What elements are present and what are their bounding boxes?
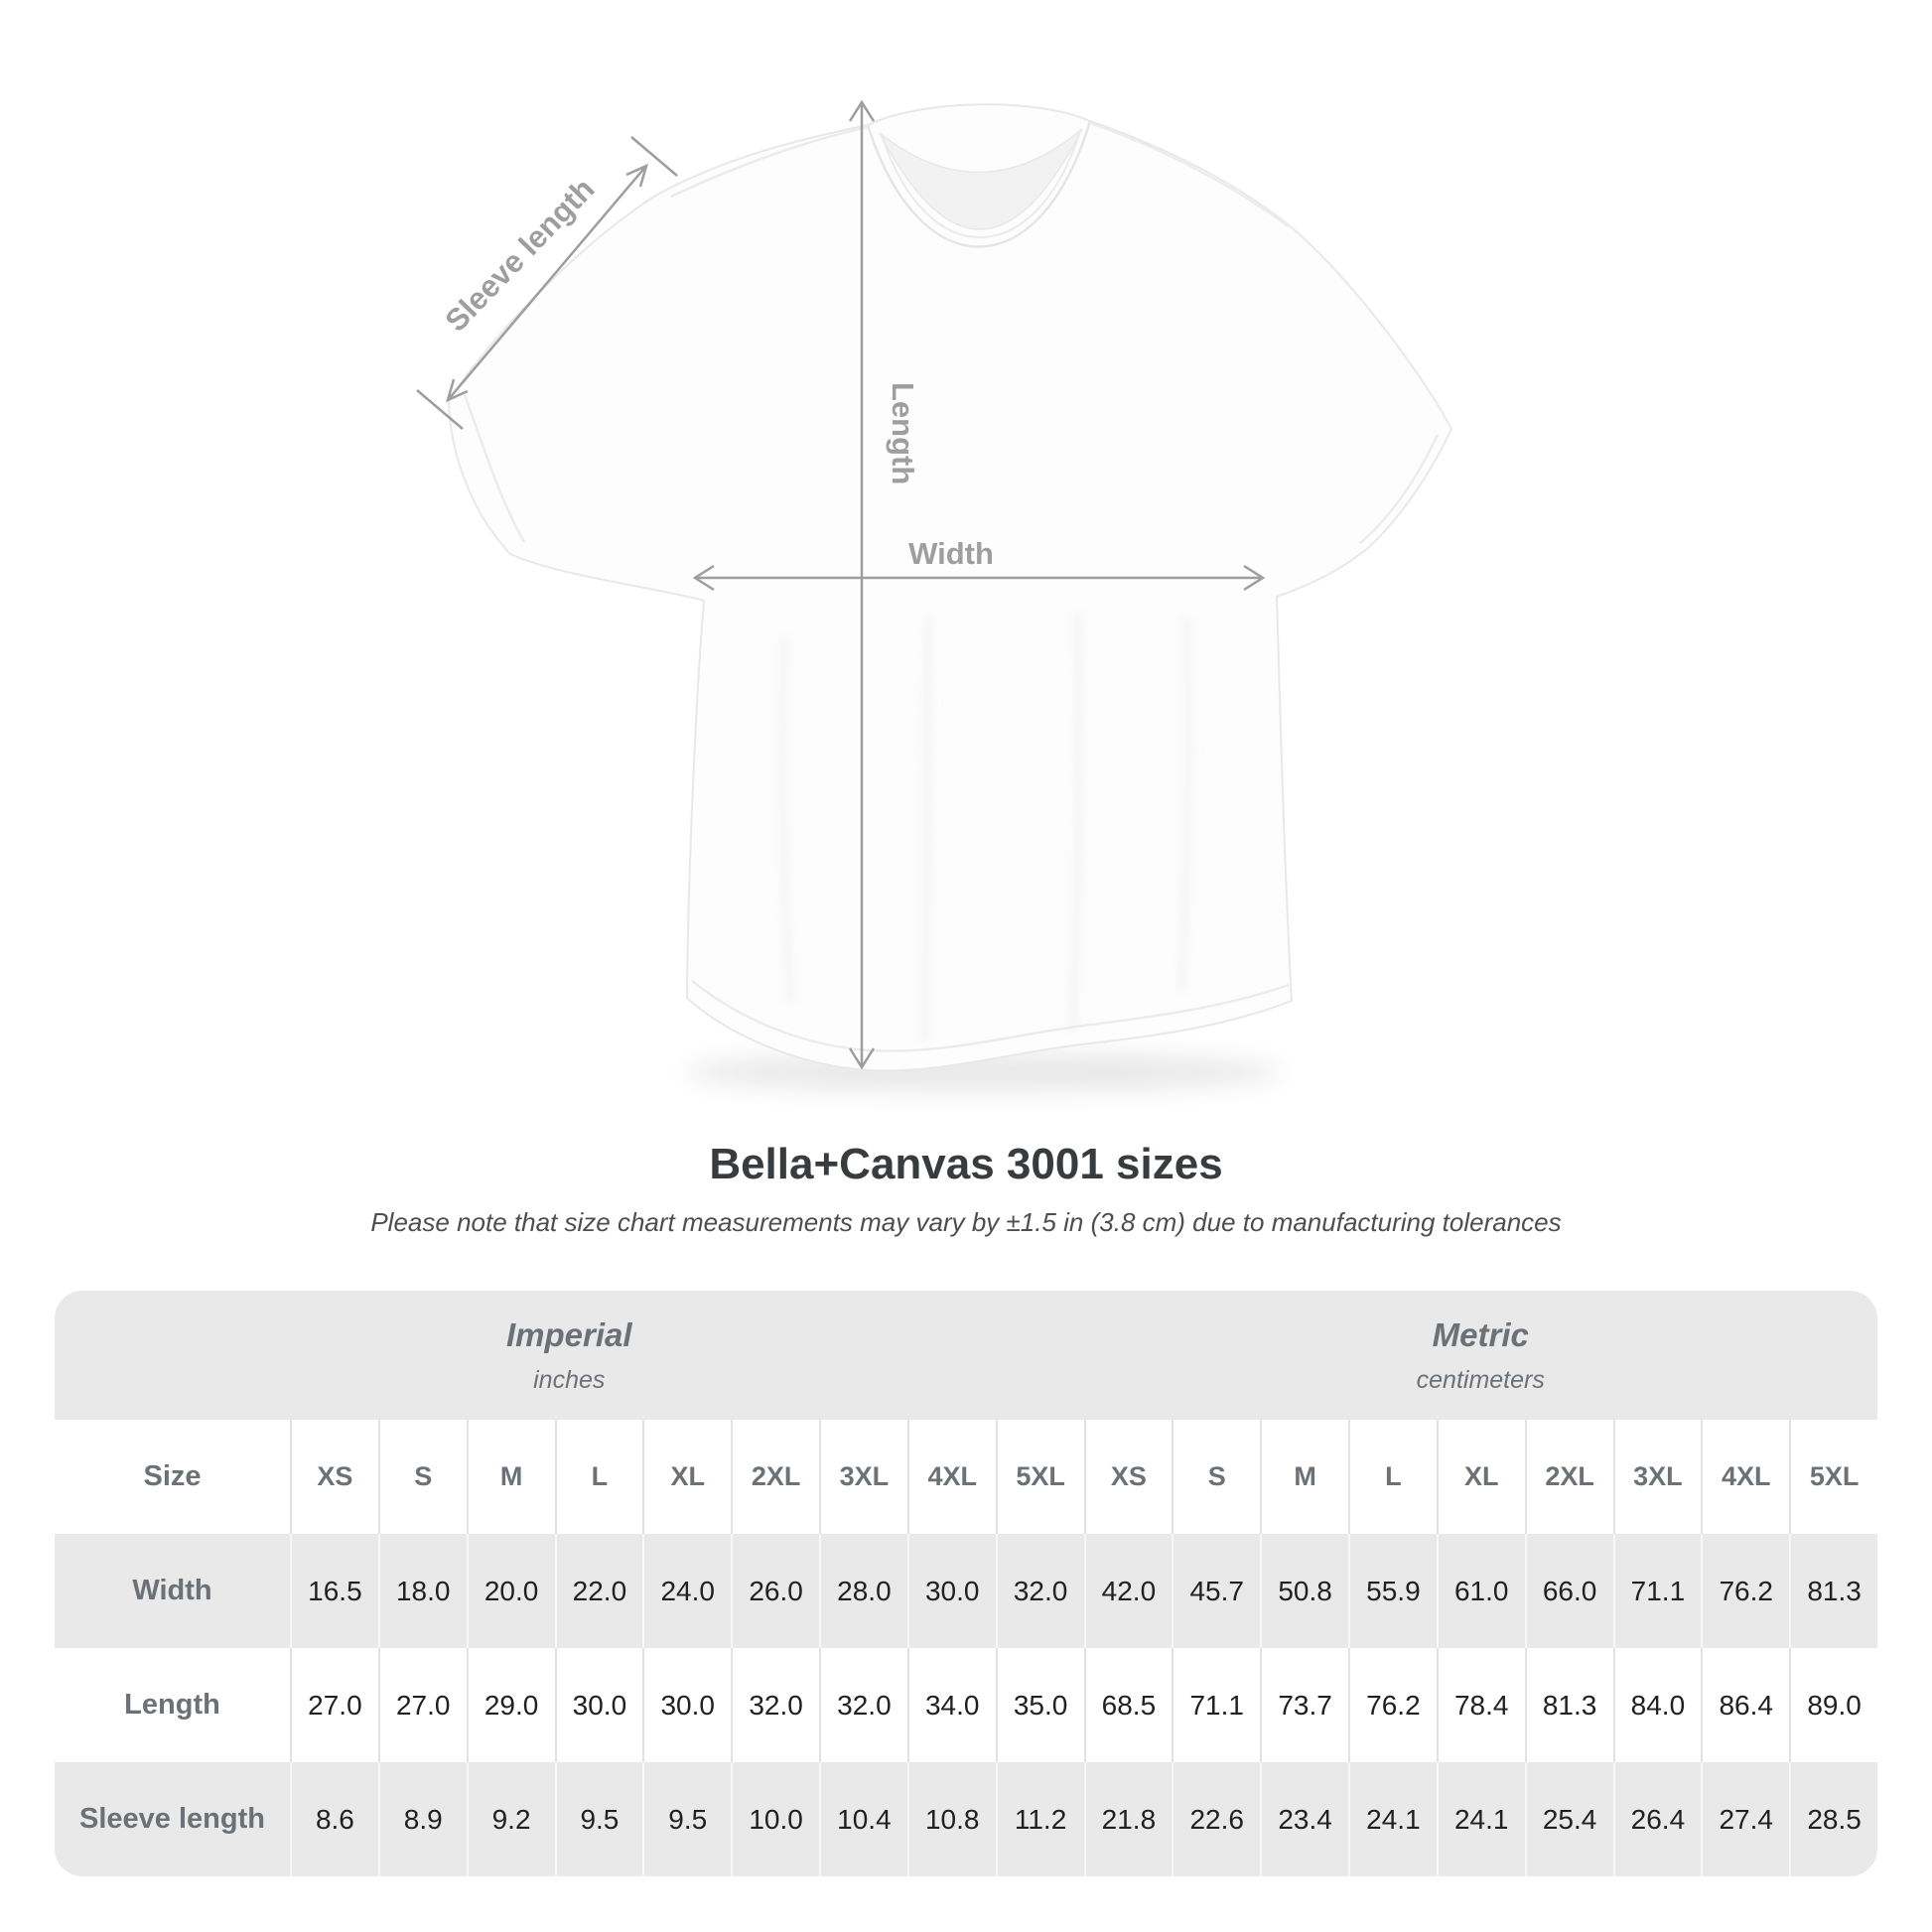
- tshirt-collar-outer-seam: [866, 120, 1092, 248]
- table-group-header-metric: Metric centimeters: [1083, 1291, 1877, 1420]
- table-cell: 22.0: [554, 1534, 643, 1648]
- table-cell: 28.0: [819, 1534, 907, 1648]
- table-cell: 73.7: [1260, 1648, 1348, 1762]
- table-cell: 10.4: [819, 1762, 907, 1876]
- table-cell: 8.9: [377, 1762, 467, 1876]
- length-label: Length: [886, 382, 920, 484]
- size-column-header: S: [377, 1420, 467, 1534]
- table-cell: 21.8: [1083, 1762, 1173, 1876]
- table-cell: 61.0: [1436, 1534, 1525, 1648]
- table-cell: 25.4: [1524, 1762, 1613, 1876]
- table-cell: 9.5: [554, 1762, 643, 1876]
- tshirt-seams: [463, 121, 1440, 1052]
- table-cell: 32.0: [819, 1648, 907, 1762]
- table-cell: 89.0: [1789, 1648, 1877, 1762]
- size-column-header: 5XL: [995, 1420, 1084, 1534]
- size-column-header: M: [466, 1420, 555, 1534]
- width-label: Width: [908, 536, 994, 571]
- table-cell: 30.0: [906, 1534, 996, 1648]
- table-cell: 81.3: [1789, 1534, 1877, 1648]
- size-chart-table: Imperial inches Metric centimeters Size XS S M L…: [55, 1291, 1877, 1876]
- table-cell: 27.0: [377, 1648, 467, 1762]
- table-cell: 10.8: [906, 1762, 996, 1876]
- size-column-header: 3XL: [819, 1420, 907, 1534]
- table-cell: 34.0: [906, 1648, 996, 1762]
- size-column-header: XL: [1436, 1420, 1525, 1534]
- table-cell: 76.2: [1701, 1534, 1790, 1648]
- size-column-header: XS: [290, 1420, 378, 1534]
- sleeve-length-arrow: [416, 136, 678, 430]
- size-column-header: XS: [1083, 1420, 1173, 1534]
- size-column-header: L: [554, 1420, 643, 1534]
- page-subtitle: Please note that size chart measurements…: [370, 1207, 1562, 1237]
- group-label: Imperial: [505, 1315, 632, 1353]
- page-title: Bella+Canvas 3001 sizes: [709, 1140, 1223, 1188]
- table-cell: 71.1: [1612, 1534, 1702, 1648]
- table-cell: 29.0: [466, 1648, 555, 1762]
- table-cell: 26.4: [1612, 1762, 1702, 1876]
- table-cell: 16.5: [290, 1534, 378, 1648]
- table-cell: 26.0: [731, 1534, 819, 1648]
- table-cell: 27.4: [1701, 1762, 1790, 1876]
- table-cell: 84.0: [1612, 1648, 1702, 1762]
- tshirt-body: [447, 103, 1453, 1072]
- table-cell: 20.0: [466, 1534, 555, 1648]
- size-column-header: S: [1172, 1420, 1261, 1534]
- length-arrow: [848, 99, 876, 1070]
- table-cell: 23.4: [1260, 1762, 1348, 1876]
- table-cell: 35.0: [995, 1648, 1084, 1762]
- tshirt-collar-inner-seam: [881, 130, 1081, 238]
- table-cell: 81.3: [1524, 1648, 1613, 1762]
- size-column-header: L: [1348, 1420, 1437, 1534]
- table-cell: 30.0: [554, 1648, 643, 1762]
- tshirt-measurement-diagram: Sleeve length Length Width: [416, 99, 1453, 1092]
- tshirt-neck-opening: [879, 128, 1083, 230]
- size-column-header: 5XL: [1789, 1420, 1877, 1534]
- table-cell: 10.0: [731, 1762, 819, 1876]
- table-cell: 24.1: [1348, 1762, 1437, 1876]
- table-cell: 78.4: [1436, 1648, 1525, 1762]
- size-column-header: 4XL: [906, 1420, 996, 1534]
- table-cell: 8.6: [290, 1762, 378, 1876]
- table-cell: 45.7: [1172, 1534, 1261, 1648]
- table-cell: 32.0: [731, 1648, 819, 1762]
- table-cell: 9.5: [642, 1762, 732, 1876]
- table-cell: 9.2: [466, 1762, 555, 1876]
- size-column-header: XL: [642, 1420, 732, 1534]
- table-group-header-imperial: Imperial inches: [55, 1291, 1084, 1420]
- table-cell: 22.6: [1172, 1762, 1261, 1876]
- width-arrow: [692, 564, 1266, 592]
- size-column-header: 2XL: [731, 1420, 819, 1534]
- table-cell: 27.0: [290, 1648, 378, 1762]
- row-label-sleeve-length: Sleeve length: [55, 1762, 290, 1876]
- table-cell: 28.5: [1789, 1762, 1877, 1876]
- table-cell: 86.4: [1701, 1648, 1790, 1762]
- tshirt-folds: [779, 610, 1192, 1043]
- table-cell: 68.5: [1083, 1648, 1173, 1762]
- table-cell: 76.2: [1348, 1648, 1437, 1762]
- table-cell: 42.0: [1083, 1534, 1173, 1648]
- table-cell: 30.0: [642, 1648, 732, 1762]
- table-cell: 50.8: [1260, 1534, 1348, 1648]
- size-column-header: 4XL: [1701, 1420, 1790, 1534]
- table-cell: 55.9: [1348, 1534, 1437, 1648]
- table-cell: 66.0: [1524, 1534, 1613, 1648]
- table-cell: 71.1: [1172, 1648, 1261, 1762]
- table-cell: 18.0: [377, 1534, 467, 1648]
- row-label-length: Length: [55, 1648, 290, 1762]
- size-column-header: M: [1260, 1420, 1348, 1534]
- size-column-header: 2XL: [1524, 1420, 1613, 1534]
- table-corner-size-label: Size: [55, 1420, 290, 1534]
- table-cell: 24.1: [1436, 1762, 1525, 1876]
- group-units: inches: [533, 1365, 606, 1394]
- table-cell: 24.0: [642, 1534, 732, 1648]
- table-cell: 11.2: [995, 1762, 1084, 1876]
- group-units: centimeters: [1416, 1365, 1545, 1394]
- table-cell: 32.0: [995, 1534, 1084, 1648]
- size-column-header: 3XL: [1612, 1420, 1702, 1534]
- row-label-width: Width: [55, 1534, 290, 1648]
- group-label: Metric: [1432, 1315, 1529, 1353]
